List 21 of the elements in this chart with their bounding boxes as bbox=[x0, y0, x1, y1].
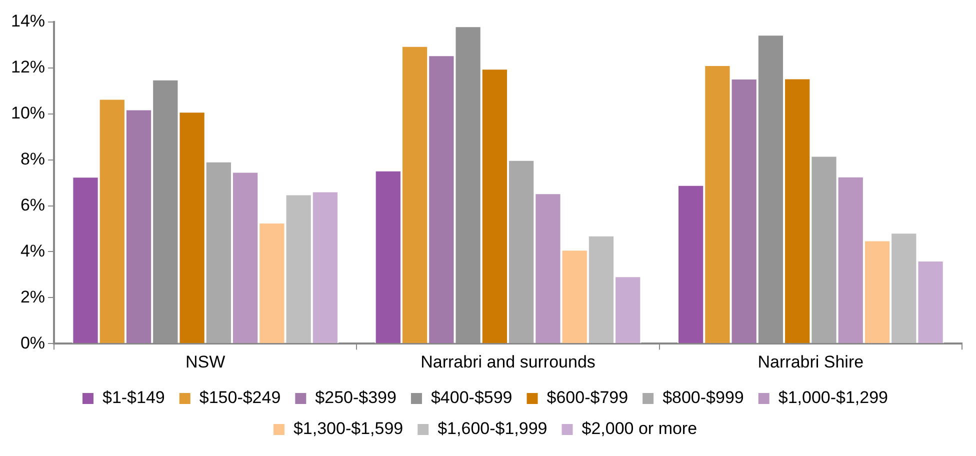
y-tick-label: 10% bbox=[10, 104, 46, 123]
y-tick-label: 6% bbox=[20, 195, 46, 214]
legend-label: $1,300-$1,599 bbox=[293, 419, 404, 438]
legend-label: $1,000-$1,299 bbox=[778, 388, 888, 408]
legend-label: $600-$799 bbox=[546, 388, 628, 408]
y-tick-label: 2% bbox=[20, 287, 46, 306]
y-tick-label: 4% bbox=[20, 241, 46, 260]
legend-label: $800-$999 bbox=[662, 388, 744, 408]
legend-label: $250-$399 bbox=[315, 388, 396, 408]
x-tick-label: Narrabri and surrounds bbox=[420, 352, 596, 372]
y-tick-label: 0% bbox=[20, 333, 46, 352]
legend-label: $2,000 or more bbox=[582, 419, 698, 438]
y-tick-label: 12% bbox=[10, 58, 46, 77]
legend-label: $400-$599 bbox=[430, 388, 512, 408]
x-tick-label: Narrabri Shire bbox=[758, 352, 864, 372]
y-tick-label: 8% bbox=[20, 150, 46, 169]
legend-label: $150-$249 bbox=[199, 388, 281, 408]
legend-label: $1-$149 bbox=[102, 388, 165, 408]
y-tick-label: 14% bbox=[10, 12, 46, 31]
x-tick-label: NSW bbox=[186, 352, 226, 372]
legend-label: $1,600-$1,999 bbox=[438, 419, 548, 438]
